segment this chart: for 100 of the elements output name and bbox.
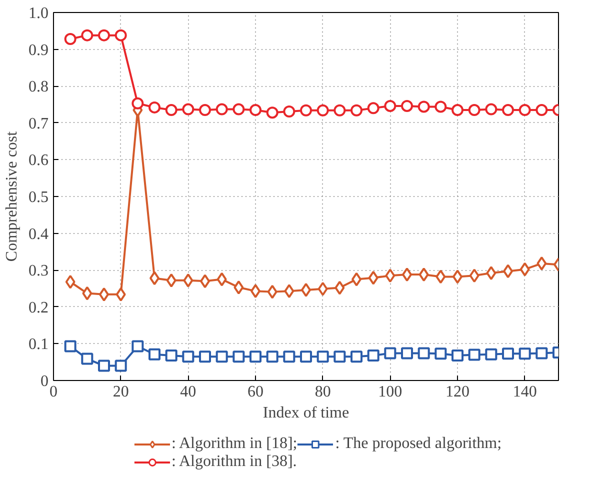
x-tick-label: 120 [446,384,470,400]
legend-label: : Algorithm in [18]; [171,435,298,453]
point [216,350,228,363]
point [485,103,498,116]
point [452,349,464,362]
point [284,284,294,298]
point [502,104,514,116]
point [384,347,396,360]
x-tick-label: 40 [180,384,196,400]
point [536,347,548,360]
point [436,270,446,284]
y-tick-label: 1.0 [28,5,48,22]
x-tick-label: 80 [314,384,331,400]
x-tick-label: 100 [378,384,402,400]
point [114,29,127,42]
point [81,29,94,42]
point [182,350,194,363]
point [116,287,126,302]
point [250,104,262,116]
point [536,256,547,270]
point [536,104,548,116]
point [234,280,244,294]
point [452,104,464,116]
y-tick-label: 0.3 [28,262,48,280]
y-tick-label: 0.6 [28,152,48,170]
point [250,350,262,363]
point [385,268,396,283]
point [165,104,178,116]
point [148,101,160,114]
point [267,284,278,299]
point [418,347,430,360]
point [65,274,76,289]
point [334,280,345,295]
point [82,286,92,300]
point [316,350,329,363]
point [216,103,228,116]
point [81,352,94,365]
point [183,273,194,288]
y-tick-label: 0 [40,373,48,390]
point [401,100,413,112]
point [434,348,447,360]
point [98,360,110,372]
y-axis-title: Comprehensive cost [4,130,20,262]
point [520,262,530,276]
legend-label: : Algorithm in [38]. [171,453,297,471]
point [518,348,531,360]
point [283,350,296,363]
point [318,282,328,296]
point [518,104,531,116]
point [468,348,480,361]
point [266,106,278,119]
point [384,100,396,112]
y-tick-label: 0.5 [28,189,48,206]
point [114,360,127,372]
point [300,350,312,363]
point [401,347,413,360]
y-tick-label: 0.7 [28,115,48,132]
point [486,266,496,280]
point [334,350,346,363]
point [367,349,380,362]
point [199,350,211,363]
point [132,340,144,352]
point [300,104,312,116]
x-tick-label: 140 [512,384,537,400]
point [166,273,176,288]
point [182,103,194,116]
x-tick-label: 60 [248,384,264,400]
point [316,104,329,116]
point [350,104,362,116]
point [216,272,227,286]
point [98,29,110,42]
y-tick-label: 0.8 [28,78,48,96]
legend-label: : The proposed algorithm; [335,435,502,453]
y-tick-label: 0.4 [28,226,48,243]
point [283,106,296,118]
point [334,104,346,116]
point [418,268,429,282]
point [502,348,514,360]
point [165,349,178,362]
point [434,100,447,113]
x-axis-title: Index of time [262,404,350,422]
point [199,104,211,116]
point [232,350,245,363]
point [468,104,480,116]
point [469,268,480,283]
point [266,350,278,363]
point [485,348,498,360]
point [64,340,76,352]
point [132,97,144,110]
point [350,350,362,363]
point [368,270,378,285]
y-tick-label: 0.9 [28,42,48,59]
point [64,33,76,45]
y-tick-label: 0.1 [28,336,48,354]
x-tick-label: 20 [112,384,129,400]
y-tick-label: 0.2 [28,299,48,316]
point [418,100,430,113]
point [232,103,245,116]
point [367,102,380,114]
point [148,348,160,360]
